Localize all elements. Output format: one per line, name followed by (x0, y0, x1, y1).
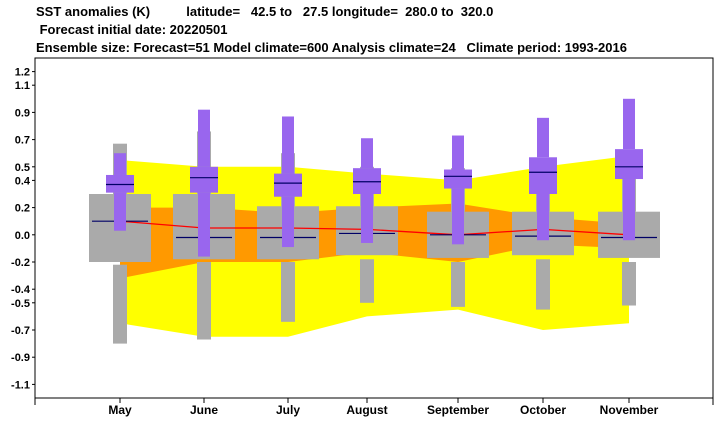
forecast-box (190, 166, 218, 193)
y-tick-label: 1.1 (15, 80, 30, 92)
chart-title-line-2: Forecast initial date: 20220501 (36, 22, 228, 37)
forecast-upper-whisker (623, 98, 635, 150)
y-tick-label: 0.9 (15, 107, 30, 119)
y-tick-label: 1.2 (15, 67, 30, 79)
y-tick-label: 0.0 (15, 230, 30, 242)
model-climate-lower-whisker (113, 264, 127, 344)
y-tick-label: 0.2 (15, 203, 30, 215)
y-tick-label: -0.9 (11, 352, 30, 364)
x-tick-label: August (346, 403, 387, 417)
forecast-lower-whisker (198, 192, 210, 257)
plot-frame (34, 57, 714, 399)
forecast-lower-whisker (282, 196, 294, 248)
chart-title-line-3: Ensemble size: Forecast=51 Model climate… (36, 40, 627, 55)
forecast-box (529, 157, 557, 194)
y-tick-label: -0.5 (11, 298, 30, 310)
model-climate-lower-whisker (451, 262, 465, 307)
y-tick-label: -0.4 (11, 284, 31, 296)
forecast-box (444, 169, 472, 189)
forecast-box (353, 168, 381, 194)
forecast-box (615, 149, 643, 180)
y-tick-label: 0.7 (15, 135, 30, 147)
forecast-upper-whisker (452, 135, 464, 170)
forecast-upper-whisker (198, 109, 210, 167)
model-climate-lower-whisker (281, 262, 295, 322)
y-tick-label: -0.2 (11, 257, 30, 269)
model-climate-lower-whisker (360, 259, 374, 303)
forecast-box (106, 174, 134, 193)
x-tick-label: September (427, 403, 489, 417)
y-tick-label: -1.1 (11, 379, 30, 391)
forecast-box (274, 173, 302, 197)
forecast-lower-whisker (114, 192, 126, 231)
chart-title-line-1: SST anomalies (K) latitude= 42.5 to 27.5… (36, 4, 494, 19)
model-climate-lower-whisker (622, 262, 636, 306)
y-tick-label: 0.5 (15, 162, 30, 174)
x-tick-label: November (600, 403, 659, 417)
forecast-upper-whisker (282, 116, 294, 174)
y-tick-label: -0.7 (11, 325, 30, 337)
forecast-upper-whisker (114, 153, 126, 175)
forecast-lower-whisker (623, 179, 635, 241)
forecast-lower-whisker (361, 194, 373, 243)
model-climate-lower-whisker (197, 262, 211, 340)
x-tick-label: May (108, 403, 132, 417)
forecast-upper-whisker (537, 117, 549, 158)
x-tick-label: June (190, 403, 218, 417)
x-tick-label: July (276, 403, 300, 417)
y-tick-label: 0.4 (15, 175, 31, 187)
forecast-lower-whisker (452, 188, 464, 245)
forecast-upper-whisker (361, 138, 373, 169)
forecast-lower-whisker (537, 194, 549, 241)
x-tick-label: October (520, 403, 566, 417)
model-climate-lower-whisker (536, 259, 550, 310)
